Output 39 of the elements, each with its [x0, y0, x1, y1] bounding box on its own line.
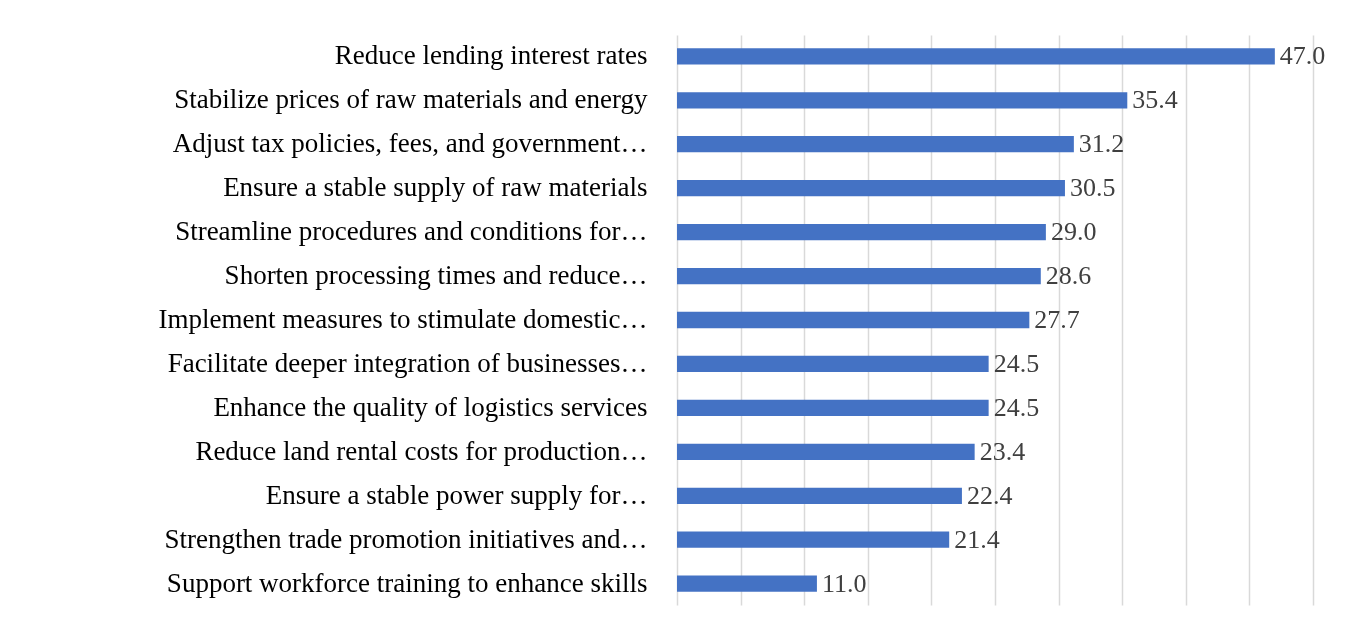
bar: [677, 92, 1128, 109]
y-tick-label: Adjust tax policies, fees, and government…: [172, 128, 648, 159]
bar: [677, 531, 950, 548]
data-label: 21.4: [954, 524, 1000, 554]
data-label: 29.0: [1050, 217, 1097, 247]
y-tick-label: Ensure a stable power supply for…: [265, 479, 648, 510]
y-tick-label: Implement measures to stimulate domestic…: [158, 304, 648, 334]
y-tick-label: Strengthen trade promotion initiatives and…: [164, 523, 648, 554]
data-label: 27.7: [1034, 305, 1080, 334]
y-tick-label: Support workforce training to enhance skills: [166, 567, 648, 598]
data-label: 28.6: [1045, 261, 1092, 291]
data-label: 24.5: [993, 348, 1040, 378]
data-label: 30.5: [1069, 173, 1116, 203]
bar: [677, 355, 989, 373]
bar: [677, 136, 1074, 153]
bar: [677, 399, 989, 417]
bar: [677, 443, 975, 460]
data-label: 22.4: [966, 480, 1013, 510]
data-label: 47.0: [1279, 41, 1326, 71]
bar: [677, 48, 1275, 65]
bar: [677, 223, 1046, 241]
bar: [677, 311, 1030, 329]
y-tick-label: Streamline procedures and conditions for…: [175, 216, 648, 247]
data-label: 23.4: [979, 436, 1026, 466]
bar: [677, 267, 1041, 285]
bar: [677, 180, 1065, 197]
y-tick-label: Reduce land rental costs for production…: [195, 435, 648, 466]
data-label: 31.2: [1078, 129, 1125, 159]
data-label: 24.5: [993, 392, 1040, 422]
y-tick-label: Reduce lending interest rates: [334, 40, 648, 71]
bar: [677, 487, 962, 504]
y-tick-label: Ensure a stable supply of raw materials: [223, 172, 648, 203]
y-tick-label: Facilitate deeper integration of businesses…: [167, 347, 648, 378]
y-tick-label: Enhance the quality of logistics services: [213, 391, 648, 422]
y-tick-label: Shorten processing times and reduce…: [224, 260, 648, 291]
y-tick-label: Stabilize prices of raw materials and energy: [174, 84, 648, 115]
data-label: 11.0: [821, 568, 867, 598]
data-label: 35.4: [1132, 85, 1178, 115]
bar: [677, 575, 817, 592]
